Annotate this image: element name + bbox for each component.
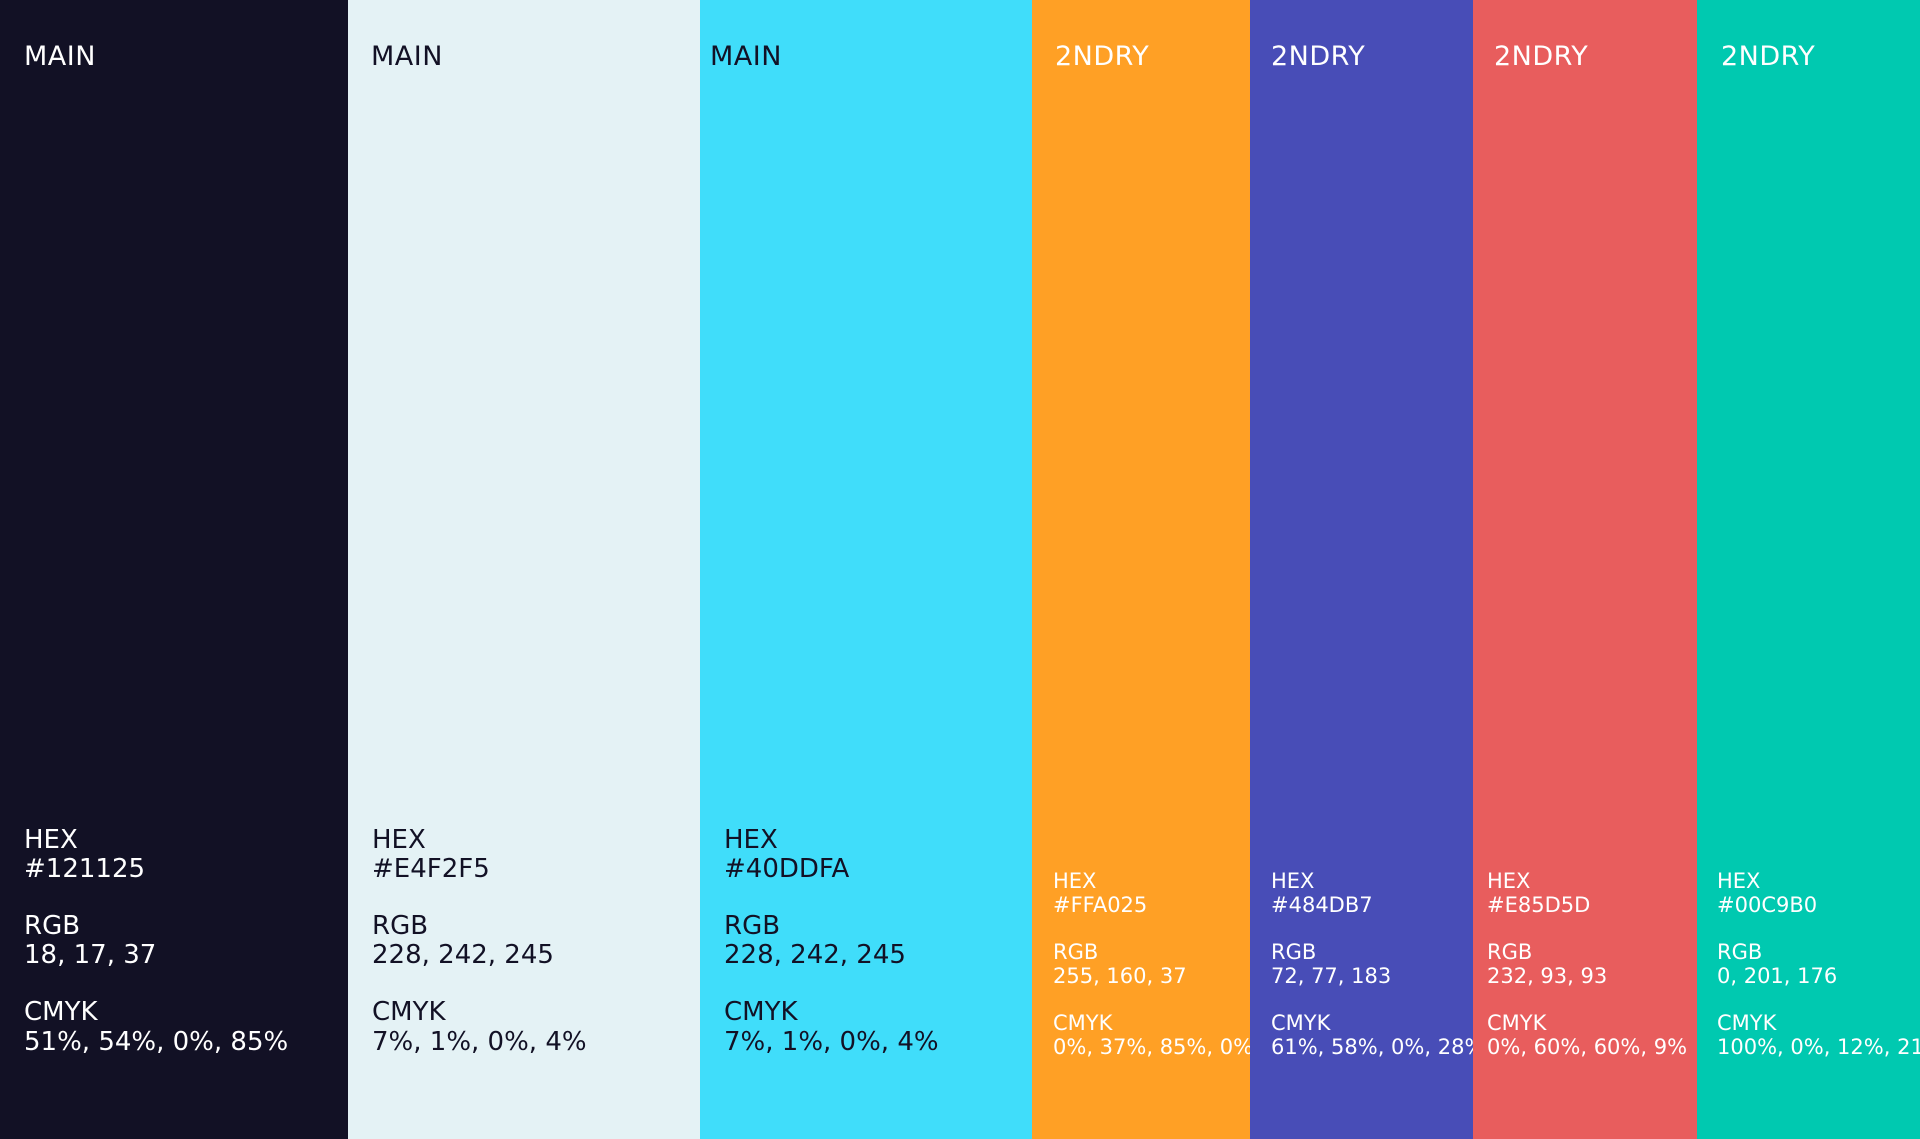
cmyk-label: CMYK bbox=[372, 997, 446, 1028]
cmyk-label: CMYK bbox=[1487, 1011, 1547, 1036]
cmyk-value: 100%, 0%, 12%, 21% bbox=[1717, 1034, 1920, 1059]
rgb-label: RGB bbox=[1271, 940, 1317, 965]
hex-value: #40DDFA bbox=[724, 854, 850, 885]
hex-group: HEX #E4F2F5 bbox=[372, 825, 587, 885]
swatch-spec: HEX #00C9B0 RGB 0, 201, 176 CMYK 100%, 0… bbox=[1717, 869, 1920, 1059]
cmyk-value: 7%, 1%, 0%, 4% bbox=[372, 1026, 587, 1057]
swatch-main-cyan: MAIN HEX #40DDFA RGB 228, 242, 245 CMYK … bbox=[700, 0, 1032, 1139]
swatch-spec: HEX #40DDFA RGB 228, 242, 245 CMYK 7%, 1… bbox=[724, 825, 939, 1057]
rgb-value: 0, 201, 176 bbox=[1717, 963, 1838, 988]
hex-group: HEX #00C9B0 bbox=[1717, 869, 1920, 917]
swatch-spec: HEX #FFA025 RGB 255, 160, 37 CMYK 0%, 37… bbox=[1053, 869, 1253, 1059]
hex-group: HEX #484DB7 bbox=[1271, 869, 1484, 917]
cmyk-group: CMYK 61%, 58%, 0%, 28% bbox=[1271, 1012, 1484, 1059]
swatch-secondary-indigo: 2NDRY HEX #484DB7 RGB 72, 77, 183 CMYK 6… bbox=[1250, 0, 1484, 1139]
swatch-spec: HEX #121125 RGB 18, 17, 37 CMYK 51%, 54%… bbox=[24, 825, 288, 1057]
rgb-group: RGB 255, 160, 37 bbox=[1053, 941, 1253, 988]
swatch-type-label: MAIN bbox=[710, 41, 782, 72]
hex-group: HEX #40DDFA bbox=[724, 825, 939, 885]
hex-label: HEX bbox=[1053, 869, 1097, 893]
cmyk-label: CMYK bbox=[724, 997, 798, 1028]
swatch-type-label: 2NDRY bbox=[1055, 41, 1150, 72]
rgb-group: RGB 0, 201, 176 bbox=[1717, 941, 1920, 988]
hex-label: HEX bbox=[24, 825, 78, 855]
rgb-value: 228, 242, 245 bbox=[372, 940, 554, 971]
swatch-secondary-orange: 2NDRY HEX #FFA025 RGB 255, 160, 37 CMYK … bbox=[1032, 0, 1253, 1139]
swatch-secondary-teal: 2NDRY HEX #00C9B0 RGB 0, 201, 176 CMYK 1… bbox=[1697, 0, 1920, 1139]
swatch-spec: HEX #E4F2F5 RGB 228, 242, 245 CMYK 7%, 1… bbox=[372, 825, 587, 1057]
rgb-label: RGB bbox=[24, 911, 81, 942]
swatch-type-label: MAIN bbox=[371, 41, 443, 72]
swatch-spec: HEX #484DB7 RGB 72, 77, 183 CMYK 61%, 58… bbox=[1271, 869, 1484, 1059]
rgb-label: RGB bbox=[1717, 940, 1763, 965]
swatch-type-label: 2NDRY bbox=[1721, 41, 1816, 72]
cmyk-label: CMYK bbox=[1271, 1011, 1331, 1036]
rgb-label: RGB bbox=[1053, 940, 1099, 965]
swatch-type-label: 2NDRY bbox=[1494, 41, 1589, 72]
hex-value: #00C9B0 bbox=[1717, 892, 1818, 917]
hex-label: HEX bbox=[372, 825, 426, 855]
hex-label: HEX bbox=[1271, 869, 1315, 893]
hex-group: HEX #E85D5D bbox=[1487, 869, 1687, 917]
hex-label: HEX bbox=[1487, 869, 1531, 893]
hex-value: #484DB7 bbox=[1271, 892, 1373, 917]
rgb-group: RGB 228, 242, 245 bbox=[372, 912, 587, 970]
cmyk-group: CMYK 7%, 1%, 0%, 4% bbox=[724, 998, 939, 1056]
cmyk-value: 0%, 60%, 60%, 9% bbox=[1487, 1034, 1688, 1059]
rgb-label: RGB bbox=[372, 911, 429, 942]
rgb-label: RGB bbox=[1487, 940, 1533, 965]
cmyk-group: CMYK 7%, 1%, 0%, 4% bbox=[372, 998, 587, 1056]
swatch-type-label: MAIN bbox=[24, 41, 96, 72]
hex-value: #E85D5D bbox=[1487, 892, 1591, 917]
cmyk-group: CMYK 0%, 37%, 85%, 0% bbox=[1053, 1012, 1253, 1059]
hex-label: HEX bbox=[724, 825, 778, 855]
swatch-secondary-red: 2NDRY HEX #E85D5D RGB 232, 93, 93 CMYK 0… bbox=[1473, 0, 1697, 1139]
hex-group: HEX #FFA025 bbox=[1053, 869, 1253, 917]
cmyk-group: CMYK 51%, 54%, 0%, 85% bbox=[24, 998, 288, 1056]
rgb-group: RGB 228, 242, 245 bbox=[724, 912, 939, 970]
swatch-main-dark: MAIN HEX #121125 RGB 18, 17, 37 CMYK 51%… bbox=[0, 0, 348, 1139]
cmyk-group: CMYK 0%, 60%, 60%, 9% bbox=[1487, 1012, 1687, 1059]
rgb-value: 18, 17, 37 bbox=[24, 940, 157, 971]
rgb-label: RGB bbox=[724, 911, 781, 942]
hex-group: HEX #121125 bbox=[24, 825, 288, 885]
rgb-value: 232, 93, 93 bbox=[1487, 963, 1608, 988]
cmyk-label: CMYK bbox=[1717, 1011, 1777, 1036]
cmyk-value: 51%, 54%, 0%, 85% bbox=[24, 1026, 289, 1057]
rgb-value: 228, 242, 245 bbox=[724, 940, 906, 971]
hex-value: #E4F2F5 bbox=[372, 854, 490, 885]
cmyk-group: CMYK 100%, 0%, 12%, 21% bbox=[1717, 1012, 1920, 1059]
rgb-value: 255, 160, 37 bbox=[1053, 963, 1187, 988]
rgb-group: RGB 232, 93, 93 bbox=[1487, 941, 1687, 988]
cmyk-label: CMYK bbox=[24, 997, 98, 1028]
cmyk-label: CMYK bbox=[1053, 1011, 1113, 1036]
hex-value: #121125 bbox=[24, 854, 146, 885]
swatch-spec: HEX #E85D5D RGB 232, 93, 93 CMYK 0%, 60%… bbox=[1487, 869, 1687, 1059]
cmyk-value: 7%, 1%, 0%, 4% bbox=[724, 1026, 939, 1057]
rgb-group: RGB 18, 17, 37 bbox=[24, 912, 288, 970]
cmyk-value: 0%, 37%, 85%, 0% bbox=[1053, 1034, 1254, 1059]
rgb-group: RGB 72, 77, 183 bbox=[1271, 941, 1484, 988]
cmyk-value: 61%, 58%, 0%, 28% bbox=[1271, 1034, 1485, 1059]
swatch-main-light: MAIN HEX #E4F2F5 RGB 228, 242, 245 CMYK … bbox=[348, 0, 700, 1139]
swatch-type-label: 2NDRY bbox=[1271, 41, 1366, 72]
rgb-value: 72, 77, 183 bbox=[1271, 963, 1392, 988]
hex-label: HEX bbox=[1717, 869, 1761, 893]
hex-value: #FFA025 bbox=[1053, 892, 1148, 917]
